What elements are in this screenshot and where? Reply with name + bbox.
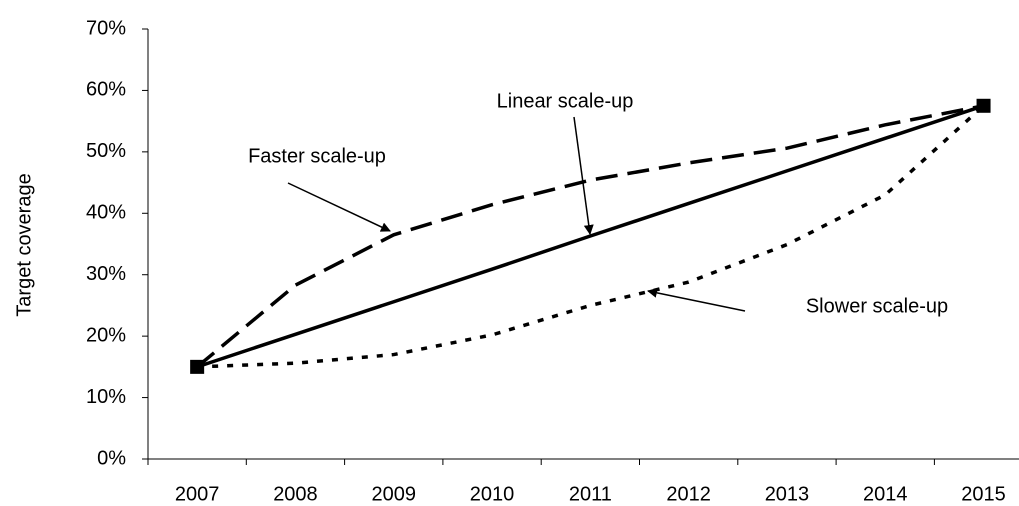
y-tick-label: 70% <box>86 17 126 39</box>
x-tick-label: 2015 <box>961 483 1006 505</box>
series-annotation: Slower scale-up <box>806 295 948 317</box>
series-line <box>196 104 985 369</box>
y-tick-label: 50% <box>86 140 126 162</box>
annotation-arrow <box>647 287 746 312</box>
x-tick-label: 2014 <box>863 483 908 505</box>
y-axis-label: Target coverage <box>13 173 35 316</box>
x-tick-label: 2010 <box>470 483 515 505</box>
x-tick-label: 2009 <box>372 483 417 505</box>
x-tick-label: 2011 <box>569 483 612 505</box>
y-tick-label: 60% <box>86 79 126 101</box>
x-tick-label: 2007 <box>175 483 220 505</box>
endpoint-marker <box>190 359 205 374</box>
y-tick-label: 30% <box>86 263 126 285</box>
y-tick-label: 40% <box>86 202 126 224</box>
x-tick-label: 2013 <box>765 483 810 505</box>
annotation-arrow <box>287 182 391 232</box>
series-annotation: Faster scale-up <box>248 145 386 167</box>
x-tick-label: 2008 <box>273 483 318 505</box>
annotation-arrow <box>573 116 594 235</box>
x-tick-label: 2012 <box>666 483 711 505</box>
series-line <box>196 104 984 369</box>
y-tick-label: 20% <box>86 324 126 346</box>
y-tick-label: 0% <box>97 447 126 469</box>
series-annotation: Linear scale-up <box>497 90 634 112</box>
y-tick-label: 10% <box>86 386 126 408</box>
series-line <box>197 104 985 369</box>
endpoint-marker <box>976 98 991 113</box>
